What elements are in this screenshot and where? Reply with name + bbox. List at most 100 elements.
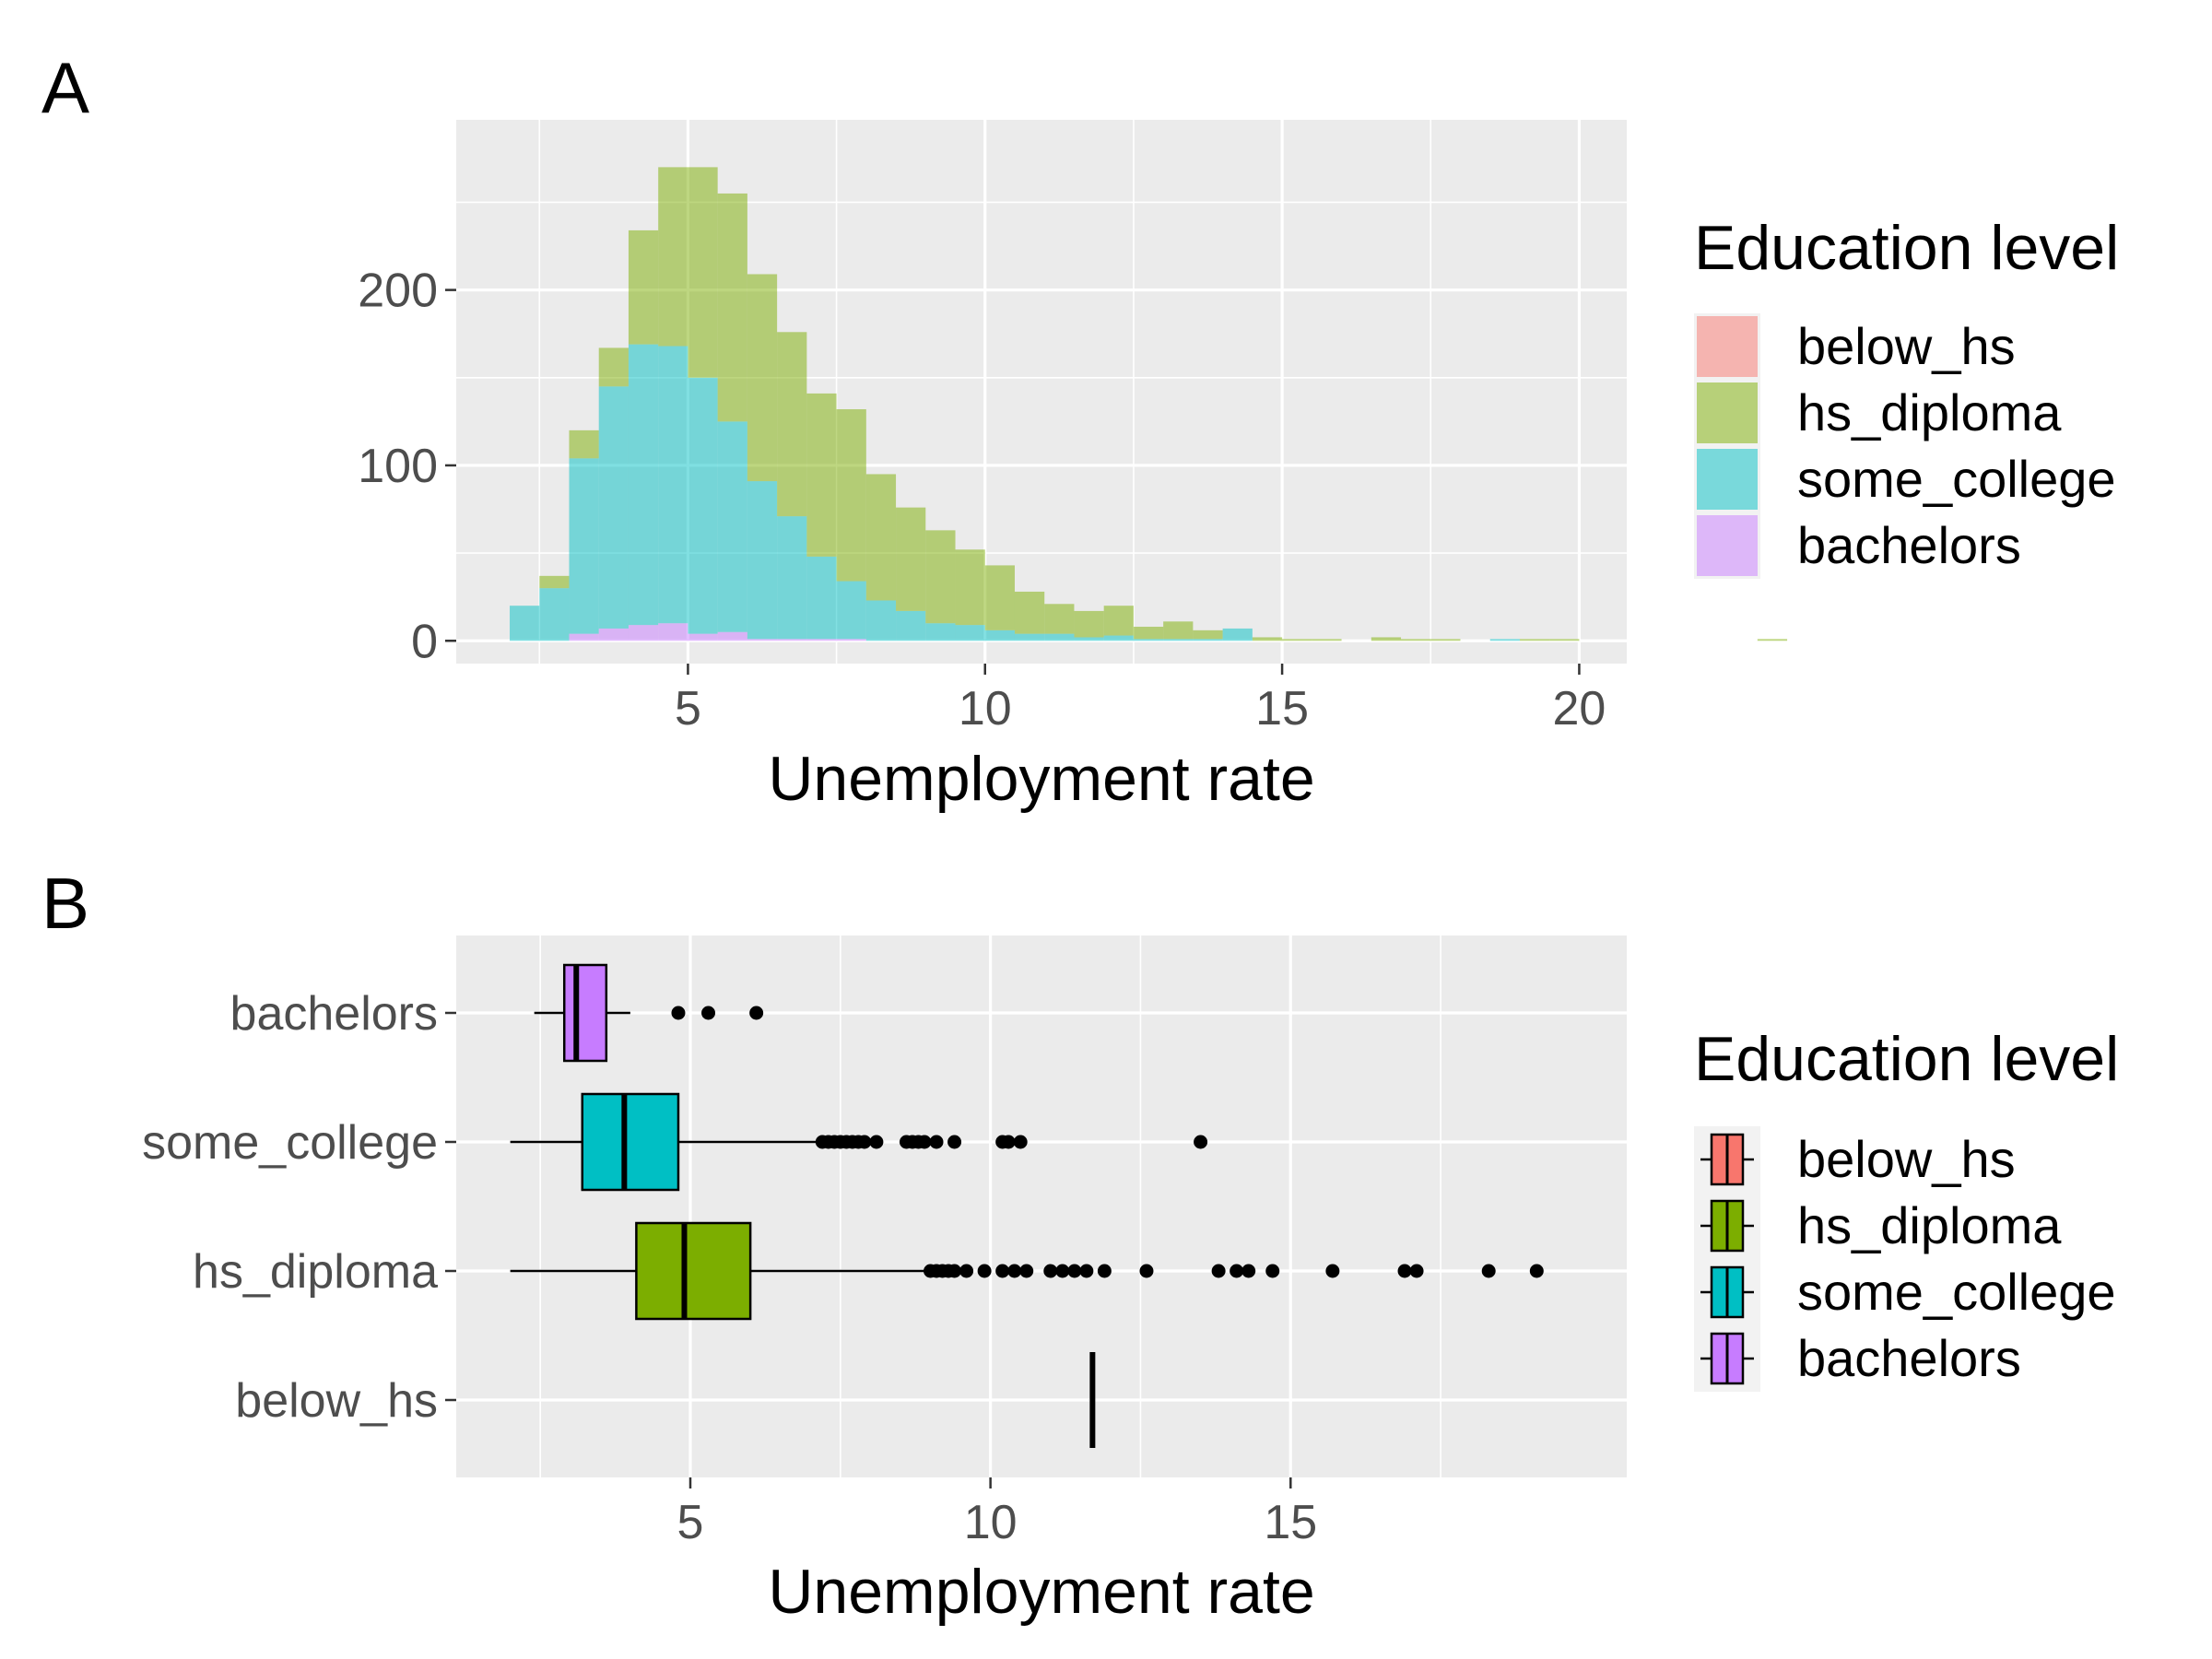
y-tick-label: hs_diploma [193, 1245, 438, 1299]
outlier-point-some-college [929, 1135, 944, 1149]
histogram-bar-some-college [717, 421, 747, 632]
y-tick-label: some_college [142, 1116, 438, 1170]
histogram-bar-hs-diploma [628, 229, 659, 345]
outlier-point-hs-diploma [947, 1264, 962, 1278]
histogram-bar-bachelors [836, 639, 866, 641]
histogram-bar-some-college [777, 516, 807, 640]
panel-b-grid [456, 935, 1627, 1477]
histogram-bar-some-college [984, 629, 1015, 641]
y-tick-label: 0 [411, 615, 438, 668]
x-tick-label: 15 [1264, 1496, 1317, 1549]
panel-b-axes: 5 10 15 below_hs hs_diploma some_college bache… [142, 987, 1317, 1549]
outlier-point-some-college [1001, 1135, 1016, 1149]
outlier-point-hs-diploma [1139, 1264, 1154, 1278]
outlier-point-hs-diploma [995, 1264, 1010, 1278]
box-hs-diploma [635, 1221, 752, 1321]
y-tick-label: 200 [358, 265, 438, 318]
legend-label: hs_diploma [1797, 1196, 2062, 1254]
histogram-bar-bachelors [569, 633, 599, 641]
outlier-point-hs-diploma [1067, 1264, 1082, 1278]
histogram-bar-hs-diploma [836, 409, 866, 582]
panel-b-legend-items: below_hs hs_diploma some_college bachelors [1694, 1126, 2116, 1392]
histogram-bar-hs-diploma [1044, 604, 1075, 634]
histogram-bar-hs-diploma [1133, 627, 1164, 640]
histogram-bar-hs-diploma [925, 530, 956, 624]
histogram-bar-bachelors [598, 628, 629, 641]
legend-swatch-bachelors [1697, 515, 1758, 576]
histogram-bar-some-college [836, 581, 866, 640]
outlier-point-hs-diploma [1241, 1264, 1256, 1278]
histogram-bar-hs-diploma [1549, 639, 1580, 641]
outlier-point-bachelors [749, 1006, 764, 1020]
legend-label: bachelors [1797, 1329, 2021, 1387]
outlier-point-some-college [947, 1135, 962, 1149]
histogram-bar-bachelors [717, 631, 747, 641]
histogram-bar-hs-diploma [658, 167, 688, 347]
legend-swatch-some-college [1697, 449, 1758, 510]
outlier-point-hs-diploma [1481, 1264, 1496, 1278]
histogram-bar-hs-diploma [598, 347, 629, 387]
histogram-bar-hs-diploma [1074, 610, 1104, 638]
outlier-point-some-college [869, 1135, 884, 1149]
legend-label: some_college [1797, 1263, 2116, 1321]
histogram-bar-some-college [1222, 628, 1253, 641]
histogram-bar-hs-diploma [777, 332, 807, 517]
outlier-point-hs-diploma [1230, 1264, 1244, 1278]
legend-label: bachelors [1797, 516, 2021, 574]
panel-b-legend-title: Education level [1694, 1024, 2119, 1094]
histogram-bar-some-college [1014, 633, 1045, 641]
outlier-point-hs-diploma [1079, 1264, 1094, 1278]
y-tick-label: bachelors [230, 987, 438, 1041]
outlier-point-hs-diploma [1325, 1264, 1340, 1278]
histogram-bar-some-college [510, 606, 540, 641]
histogram-bar-some-college [747, 481, 778, 640]
histogram-bar-bachelors [777, 639, 807, 641]
histogram-bar-bachelors [658, 623, 688, 641]
histogram-bar-some-college [806, 556, 837, 640]
histogram-bar-hs-diploma [539, 575, 570, 589]
outlier-point-hs-diploma [1019, 1264, 1034, 1278]
histogram-bar-hs-diploma [1252, 637, 1283, 641]
outlier-point-hs-diploma [1043, 1264, 1058, 1278]
histogram-bar-some-college [1133, 639, 1164, 641]
histogram-bar-bachelors [628, 625, 659, 641]
histogram-bar-hs-diploma [717, 193, 747, 422]
histogram-bar-some-college [925, 623, 956, 641]
histogram-bar-some-college [539, 588, 570, 641]
panel-b-legend: Education level below_hs hs_diploma some_c… [1694, 1024, 2119, 1392]
histogram-bar-some-college [1163, 639, 1194, 641]
histogram-bar-some-college [1103, 635, 1134, 641]
histogram-bar-some-college [896, 610, 926, 641]
outlier-point-some-college [1013, 1135, 1028, 1149]
outlier-point-hs-diploma [1211, 1264, 1226, 1278]
histogram-bar-bachelors [806, 639, 837, 641]
legend-label: hs_diploma [1797, 383, 2062, 441]
box-bachelors [562, 963, 608, 1063]
histogram-bar-hs-diploma [955, 549, 985, 626]
histogram-bar-hs-diploma [688, 167, 718, 378]
outlier-point-some-college [1194, 1135, 1208, 1149]
y-tick-label: 100 [358, 440, 438, 493]
outlier-point-hs-diploma [977, 1264, 992, 1278]
outlier-point-bachelors [671, 1006, 686, 1020]
histogram-bar-some-college [688, 377, 718, 634]
histogram-bar-hs-diploma [806, 393, 837, 557]
histogram-bar-hs-diploma [865, 474, 897, 601]
x-tick-label: 15 [1255, 682, 1309, 735]
histogram-bar-bachelors [747, 639, 778, 641]
panel-b-x-axis-title: Unemployment rate [768, 1557, 1314, 1627]
histogram-bar-hs-diploma [1193, 629, 1223, 640]
histogram-bar-some-college [955, 625, 985, 641]
outlier-point-hs-diploma [1529, 1264, 1544, 1278]
histogram-bar-hs-diploma [896, 507, 926, 611]
histogram-bar-hs-diploma [747, 274, 778, 482]
outlier-point-hs-diploma [1055, 1264, 1070, 1278]
x-tick-label: 5 [675, 682, 701, 735]
outlier-point-hs-diploma [1397, 1264, 1412, 1278]
histogram-bar-some-college [1489, 639, 1520, 641]
histogram-bar-some-college [865, 600, 897, 641]
legend-swatch-below-hs [1697, 316, 1758, 377]
histogram-bar-hs-diploma [984, 565, 1015, 630]
legend-label: some_college [1797, 450, 2116, 508]
